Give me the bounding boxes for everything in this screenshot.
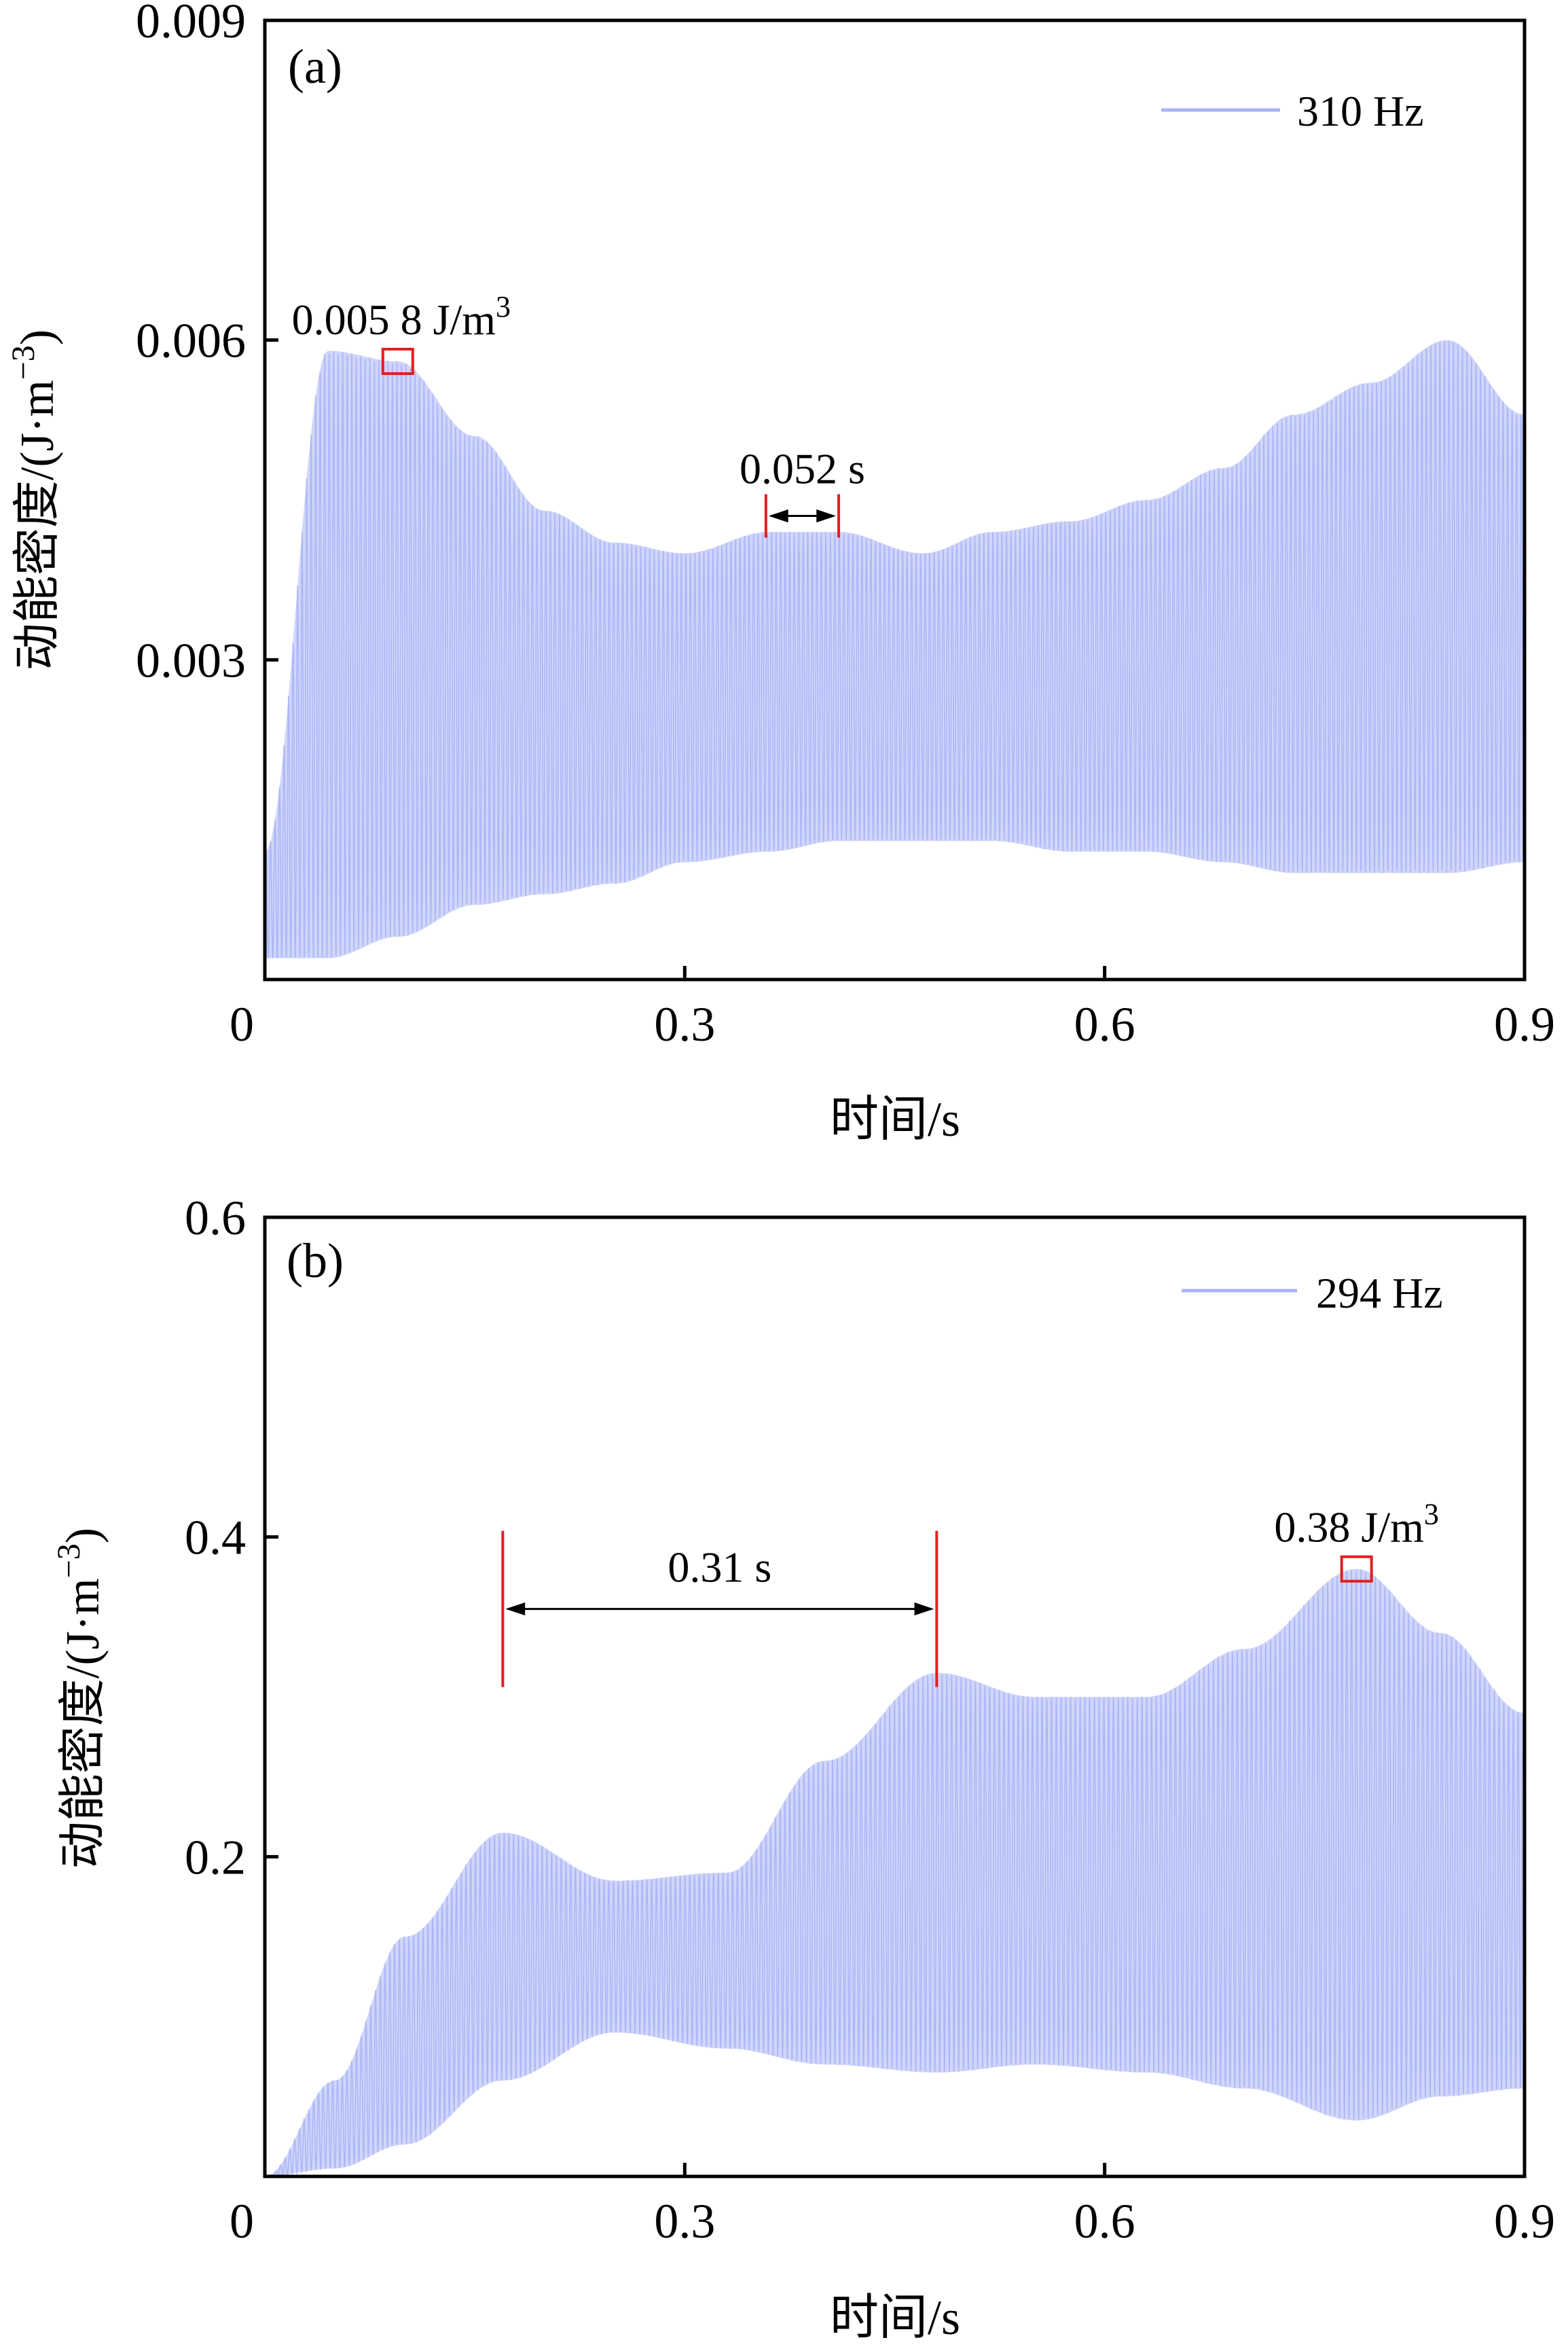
- interval-arrow-head-left: [505, 1602, 526, 1616]
- peak-annotation: 0.38 J/m3: [1274, 1498, 1438, 1551]
- x-tick-label: 0.6: [1074, 997, 1135, 1052]
- peak-annotation-exponent: 3: [1424, 1498, 1439, 1531]
- axis-ticks-a: 0 0.3 0.6 0.9 0.003 0.006 0.009: [136, 0, 1555, 1052]
- axis-ticks-b: 0 0.3 0.6 0.9 0.2 0.4 0.6: [185, 1191, 1555, 2248]
- series-line: [264, 340, 1525, 958]
- peak-annotation-exponent: 3: [496, 290, 511, 323]
- panel-b: 0.38 J/m30.31 s 0 0.3 0.6 0.90.20.40.6 (b) …: [51, 1191, 1555, 2345]
- y-tick-label: 0.003: [136, 633, 246, 687]
- plot-frame: [263, 1215, 1527, 2178]
- annotations-b: 0.38 J/m3 0.31 s: [501, 1498, 1439, 1687]
- series-310hz: [264, 340, 1525, 958]
- peak-marker-box: [1340, 1555, 1373, 1583]
- panel-a: 0.005 8 J/m3 0.052 s 0 0.3 0.6 0.9 0.003 0.006…: [5, 0, 1555, 1147]
- legend-label-310hz: 310 Hz: [1297, 87, 1424, 135]
- peak-annotation-value: 0.005 8 J/m: [292, 295, 496, 344]
- y-axis-label: 动能密度/(J·m−3): [51, 1528, 109, 1869]
- series-line: [265, 1569, 1525, 2177]
- y-axis-label-exponent: −3: [51, 1543, 87, 1578]
- peak-annotation-value: 0.38 J/m: [1274, 1503, 1423, 1551]
- x-tick-label: 0: [230, 2194, 254, 2248]
- y-axis-label-main: 动能密度/(J·m: [57, 1578, 109, 1869]
- peak-annotation: 0.005 8 J/m3: [292, 290, 511, 344]
- x-tick-label: 0.9: [1494, 2194, 1555, 2248]
- interval-arrow-head-left: [768, 509, 788, 523]
- x-tick-label: 0.3: [654, 2194, 715, 2248]
- x-tick-label: 0: [230, 997, 254, 1052]
- y-tick-label: 0.4: [185, 1511, 246, 1565]
- x-axis-label: 时间/s: [830, 2291, 960, 2345]
- legend-label-294hz: 294 Hz: [1316, 1269, 1443, 1317]
- annotations-a: 0.005 8 J/m3 0.052 s: [292, 290, 865, 538]
- x-tick-label: 0.3: [654, 997, 715, 1052]
- y-tick-label: 0.009: [136, 0, 246, 48]
- y-axis-label: 动能密度/(J·m−3): [5, 329, 64, 670]
- interval-label: 0.31 s: [668, 1543, 771, 1592]
- panel-label: (a): [288, 39, 342, 94]
- peak-marker-box: [381, 348, 414, 376]
- interval-arrow-head-right: [816, 509, 837, 523]
- x-axis-label: 时间/s: [830, 1092, 960, 1147]
- x-tick-label: 0.9: [1494, 997, 1555, 1052]
- y-tick-label: 0.006: [136, 314, 246, 368]
- y-tick-label: 0.2: [185, 1830, 246, 1884]
- y-axis-label-exponent: −3: [5, 345, 41, 380]
- x-tick-label: 0.6: [1074, 2194, 1135, 2248]
- plot-frame: [263, 18, 1527, 982]
- interval-arrow-head-right: [914, 1602, 934, 1616]
- y-axis-label-main: 动能密度/(J·m: [12, 380, 64, 670]
- y-axis-label-close: ): [57, 1528, 109, 1543]
- series-294hz: [265, 1568, 1525, 2177]
- y-axis-label-close: ): [12, 329, 64, 345]
- y-tick-label: 0.6: [185, 1191, 246, 1245]
- panel-label: (b): [287, 1234, 344, 1288]
- interval-label: 0.052 s: [740, 445, 865, 493]
